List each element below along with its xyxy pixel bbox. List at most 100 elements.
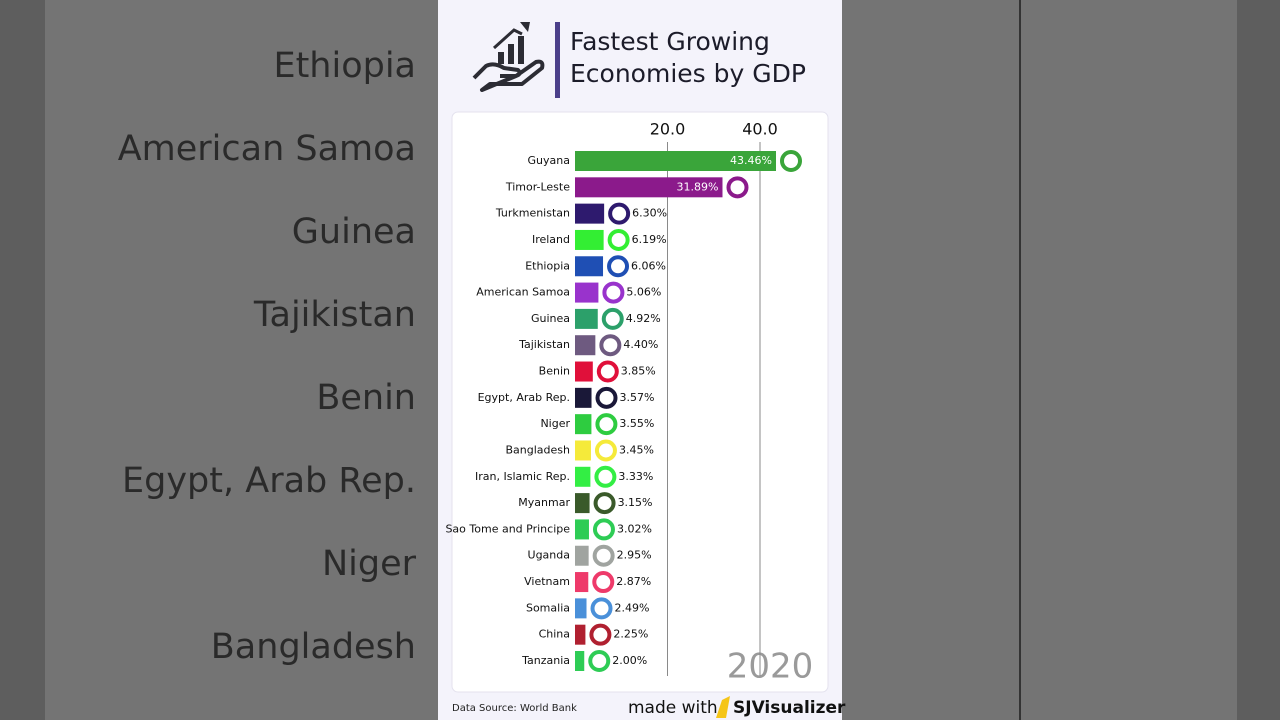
flag-icon bbox=[592, 518, 615, 541]
flag-icon bbox=[601, 307, 624, 330]
value-label: 31.89% bbox=[677, 180, 719, 193]
value-label: 3.15% bbox=[618, 496, 653, 509]
bar bbox=[575, 387, 592, 408]
bar bbox=[575, 493, 590, 514]
branding-logo bbox=[716, 696, 730, 718]
date-label: 2020 bbox=[727, 647, 814, 687]
value-label: 3.33% bbox=[618, 470, 653, 483]
flag-icon bbox=[590, 597, 613, 620]
branding-prefix: made with bbox=[628, 698, 718, 718]
bar bbox=[575, 256, 604, 277]
bar bbox=[575, 440, 591, 461]
bar bbox=[575, 335, 596, 356]
bar bbox=[575, 466, 591, 487]
bar bbox=[575, 624, 586, 645]
value-label: 2.87% bbox=[616, 575, 651, 588]
flag-icon bbox=[780, 150, 803, 172]
background-label: Niger bbox=[322, 544, 417, 584]
bar bbox=[575, 572, 589, 593]
bar bbox=[575, 229, 604, 250]
bar bbox=[575, 651, 585, 671]
flag-icon bbox=[595, 413, 618, 436]
background-label: Bangladesh bbox=[211, 627, 416, 667]
category-label: Myanmar bbox=[518, 496, 570, 509]
value-label: 3.85% bbox=[621, 365, 656, 378]
value-label: 3.02% bbox=[617, 522, 652, 535]
flag-icon bbox=[594, 439, 617, 462]
category-label: Guinea bbox=[531, 312, 570, 325]
value-label: 3.45% bbox=[619, 443, 654, 456]
flag-icon bbox=[589, 623, 612, 646]
category-label: Uganda bbox=[528, 549, 570, 562]
flag-icon bbox=[588, 650, 611, 672]
chart-card bbox=[451, 111, 829, 693]
category-label: Timor-Leste bbox=[505, 180, 570, 193]
flag-icon bbox=[602, 281, 625, 304]
flag-icon bbox=[592, 571, 615, 594]
bar bbox=[575, 177, 723, 198]
category-label: American Samoa bbox=[476, 286, 570, 299]
flag-icon bbox=[726, 176, 749, 199]
bar bbox=[575, 308, 598, 329]
flag-icon bbox=[607, 228, 630, 251]
value-label: 2.95% bbox=[617, 549, 652, 562]
bar bbox=[575, 545, 589, 566]
value-label: 2.25% bbox=[613, 628, 648, 641]
category-label: Ethiopia bbox=[525, 259, 570, 272]
category-label: Iran, Islamic Rep. bbox=[475, 470, 570, 483]
value-label: 3.57% bbox=[620, 391, 655, 404]
flag-icon bbox=[595, 386, 618, 409]
flag-icon bbox=[599, 334, 622, 357]
bar bbox=[575, 151, 777, 171]
category-label: Niger bbox=[540, 417, 570, 430]
left-panel bbox=[45, 0, 438, 720]
background-label: Guinea bbox=[292, 212, 416, 252]
background-label: Tajikistan bbox=[253, 295, 416, 335]
chart-title: Fastest Growing Economies by GDP bbox=[570, 27, 806, 88]
flag-icon bbox=[592, 544, 615, 567]
x-tick-label: 40.0 bbox=[742, 120, 778, 139]
growth-icon bbox=[472, 22, 545, 92]
bar bbox=[575, 361, 593, 382]
x-tick-label: 20.0 bbox=[650, 120, 686, 139]
background-label: Benin bbox=[316, 378, 416, 418]
flag-icon bbox=[596, 360, 619, 383]
category-label: Tajikistan bbox=[518, 338, 570, 351]
bar bbox=[575, 414, 592, 435]
value-label: 3.55% bbox=[619, 417, 654, 430]
bar bbox=[575, 203, 605, 224]
background-label: Ethiopia bbox=[273, 46, 416, 86]
category-label: Bangladesh bbox=[506, 443, 571, 456]
bar bbox=[575, 598, 587, 619]
value-label: 6.06% bbox=[631, 259, 666, 272]
right-panel bbox=[842, 0, 1237, 720]
value-label: 4.92% bbox=[626, 312, 661, 325]
category-label: Ireland bbox=[532, 233, 570, 246]
value-label: 6.19% bbox=[632, 233, 667, 246]
category-label: Egypt, Arab Rep. bbox=[478, 391, 570, 404]
category-label: China bbox=[539, 628, 570, 641]
background-label: Egypt, Arab Rep. bbox=[122, 461, 416, 501]
category-label: Somalia bbox=[526, 601, 570, 614]
branding-name: SJVisualizer bbox=[733, 698, 846, 718]
category-label: Tanzania bbox=[521, 654, 570, 667]
background-label: American Samoa bbox=[118, 129, 416, 169]
bar bbox=[575, 519, 589, 540]
value-label: 43.46% bbox=[730, 154, 772, 167]
value-label: 6.30% bbox=[632, 207, 667, 220]
flag-icon bbox=[608, 202, 631, 225]
value-label: 2.00% bbox=[612, 654, 647, 667]
category-label: Turkmenistan bbox=[495, 207, 570, 220]
flag-icon bbox=[594, 465, 617, 488]
value-label: 5.06% bbox=[626, 286, 661, 299]
category-label: Guyana bbox=[528, 154, 570, 167]
category-label: Benin bbox=[539, 365, 570, 378]
bar bbox=[575, 282, 599, 303]
source: Data Source: World Bank bbox=[452, 703, 577, 714]
category-label: Vietnam bbox=[524, 575, 570, 588]
category-label: Sao Tome and Principe bbox=[445, 522, 570, 535]
title-accent bbox=[555, 22, 560, 98]
flag-icon bbox=[593, 492, 616, 515]
